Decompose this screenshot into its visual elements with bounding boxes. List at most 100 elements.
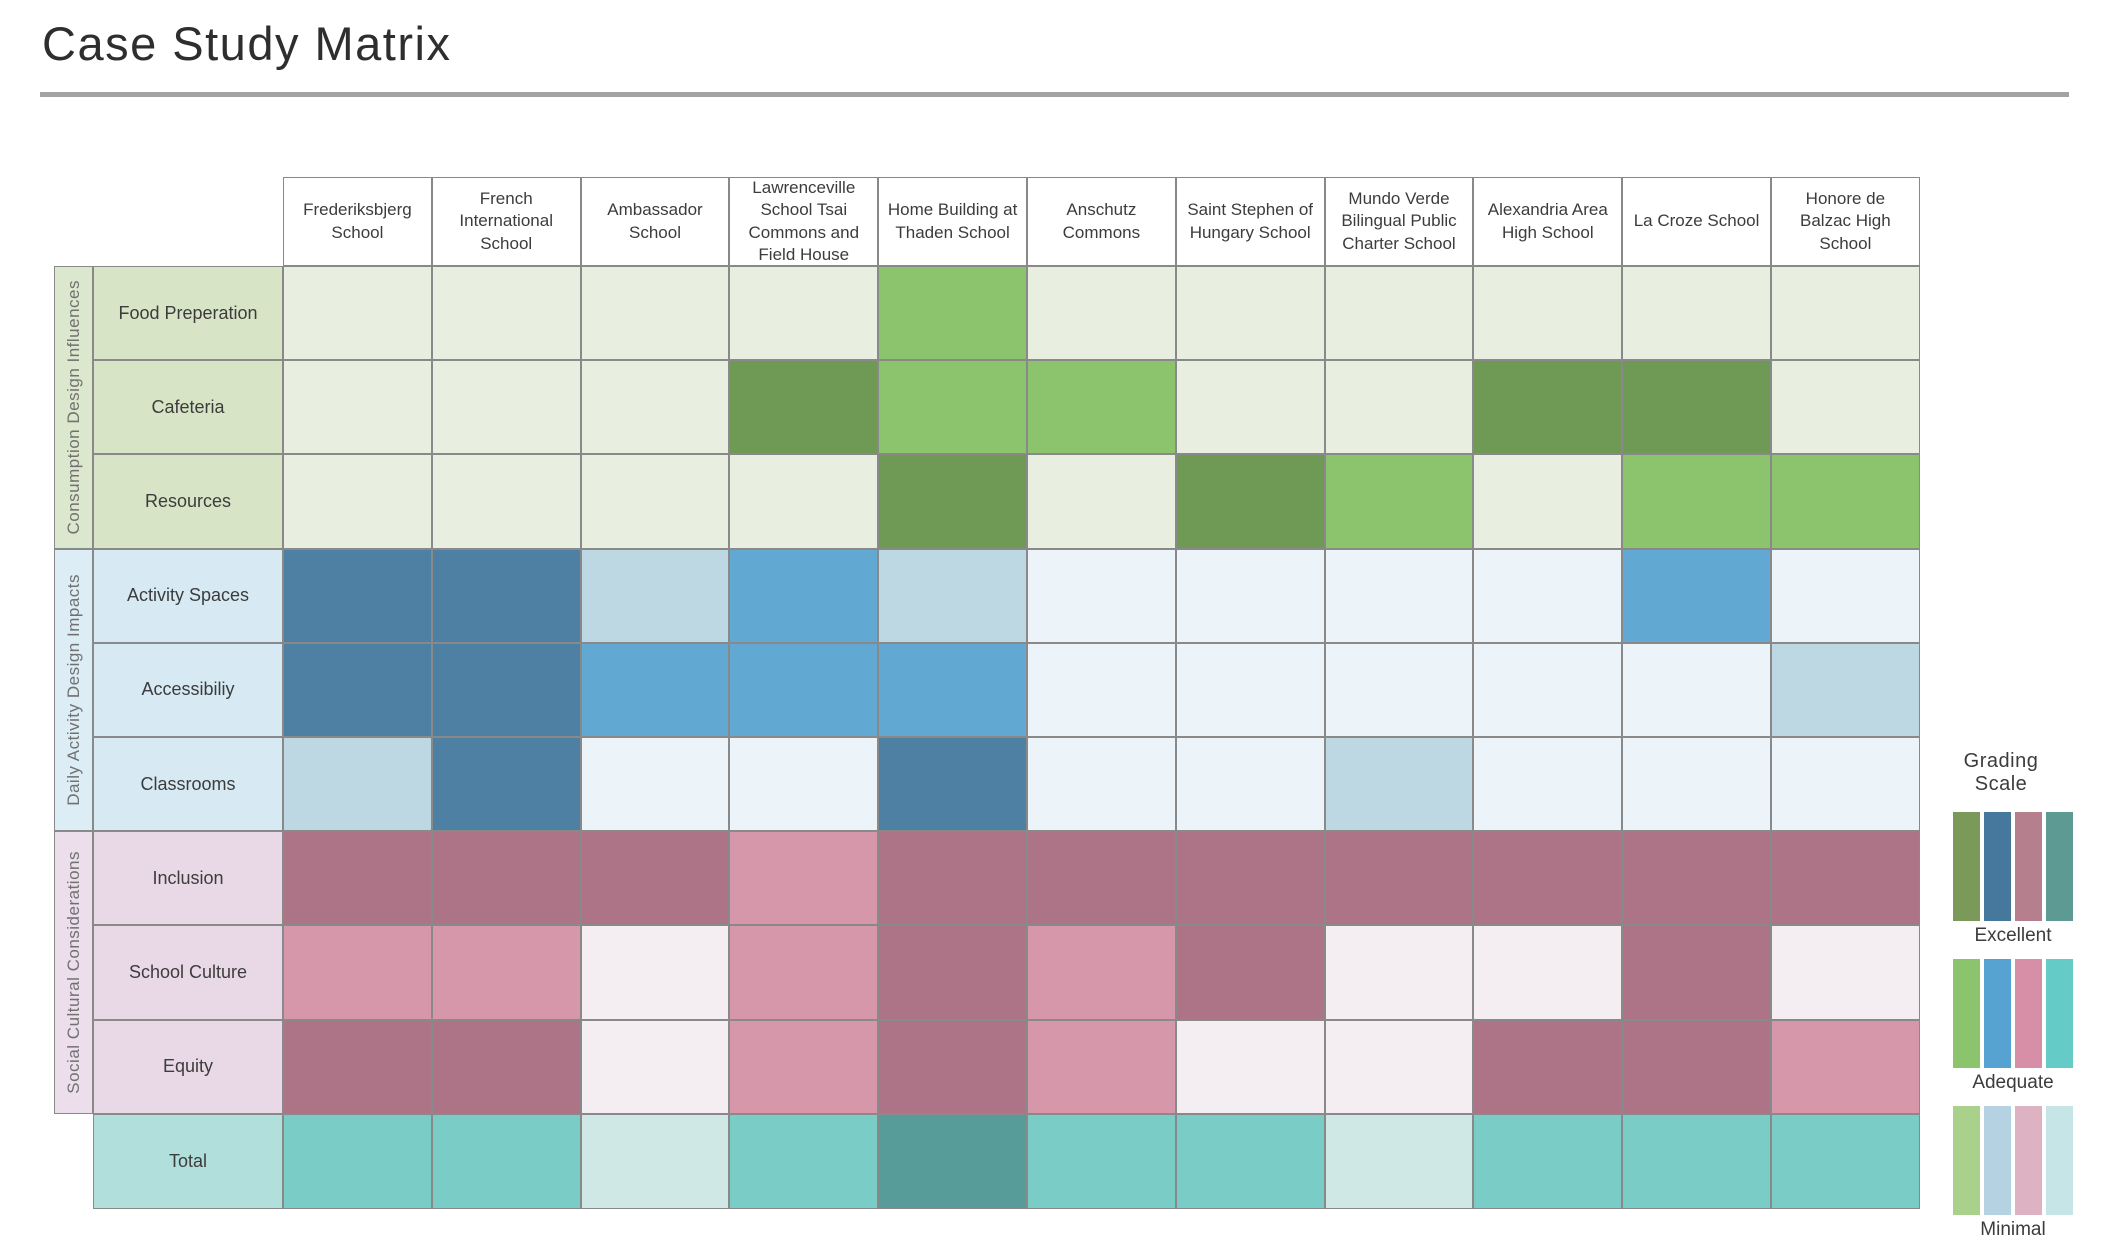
matrix-cell bbox=[580, 1019, 730, 1114]
legend-swatch bbox=[1984, 959, 2011, 1068]
matrix-cell bbox=[283, 736, 432, 832]
column-header: Anschutz Commons bbox=[1026, 177, 1176, 266]
title-divider bbox=[40, 92, 2069, 97]
matrix-cell bbox=[1175, 1113, 1325, 1209]
matrix-cell bbox=[1622, 925, 1771, 1020]
matrix-cell bbox=[1473, 831, 1623, 926]
matrix-cell bbox=[1770, 360, 1920, 455]
matrix-cell bbox=[1324, 266, 1474, 361]
matrix-cell bbox=[729, 925, 879, 1020]
matrix-cell bbox=[1175, 736, 1325, 832]
matrix-cell bbox=[1026, 454, 1176, 549]
grading-scale-legend: Grading Scale Excellent Adequate Minimal bbox=[1937, 750, 2087, 1253]
column-header: Home Building at Thaden School bbox=[878, 177, 1027, 266]
matrix-cell bbox=[283, 266, 432, 361]
matrix-cell bbox=[729, 360, 879, 455]
matrix-cell bbox=[878, 1113, 1027, 1209]
matrix-cell bbox=[1622, 266, 1771, 361]
matrix-cell bbox=[878, 642, 1027, 737]
row-label: Activity Spaces bbox=[93, 548, 283, 643]
matrix-cell bbox=[580, 925, 730, 1020]
legend-swatch bbox=[1984, 812, 2011, 921]
row-label: Total bbox=[93, 1113, 283, 1209]
matrix-cell bbox=[1473, 1019, 1623, 1114]
row-label: Cafeteria bbox=[93, 360, 283, 455]
legend-swatch bbox=[2046, 1106, 2073, 1215]
matrix-cell bbox=[1770, 548, 1920, 643]
row-label: Resources bbox=[93, 454, 283, 549]
matrix-cell bbox=[1175, 454, 1325, 549]
matrix-cell bbox=[878, 831, 1027, 926]
matrix-cell bbox=[1324, 548, 1474, 643]
legend-level-label: Adequate bbox=[1972, 1072, 2054, 1093]
matrix-cell bbox=[283, 831, 432, 926]
group-label: Daily Activity Design Impacts bbox=[54, 548, 93, 832]
matrix-cell bbox=[878, 736, 1027, 832]
row-label: School Culture bbox=[93, 925, 283, 1020]
matrix-cell bbox=[1622, 831, 1771, 926]
matrix-cell bbox=[1026, 642, 1176, 737]
matrix-cell bbox=[1026, 548, 1176, 643]
group-label-text: Daily Activity Design Impacts bbox=[63, 573, 83, 806]
legend-swatch bbox=[2015, 959, 2042, 1068]
matrix-cell bbox=[431, 925, 581, 1020]
row-label: Accessibiliy bbox=[93, 642, 283, 737]
matrix-cell bbox=[283, 1019, 432, 1114]
matrix-cell bbox=[283, 925, 432, 1020]
legend-swatch bbox=[1953, 959, 1980, 1068]
matrix-cell bbox=[1770, 266, 1920, 361]
matrix-cell bbox=[1622, 736, 1771, 832]
legend-level-label: Excellent bbox=[1974, 925, 2052, 946]
column-header: La Croze School bbox=[1622, 177, 1771, 266]
matrix-cell bbox=[1026, 831, 1176, 926]
group-label: Social Cultural Considerations bbox=[54, 831, 93, 1114]
matrix-cell bbox=[729, 266, 879, 361]
matrix-cell bbox=[1770, 1019, 1920, 1114]
matrix-cell bbox=[1026, 736, 1176, 832]
legend-swatch bbox=[2046, 959, 2073, 1068]
matrix-cell bbox=[580, 1113, 730, 1209]
matrix-cell bbox=[1324, 831, 1474, 926]
matrix-cell bbox=[1175, 548, 1325, 643]
legend-swatch bbox=[1984, 1106, 2011, 1215]
matrix-cell bbox=[1026, 266, 1176, 361]
matrix-cell bbox=[1324, 1113, 1474, 1209]
matrix-cell bbox=[283, 454, 432, 549]
matrix-cell bbox=[1473, 360, 1623, 455]
matrix-cell bbox=[431, 831, 581, 926]
matrix-cell bbox=[878, 925, 1027, 1020]
legend-swatch bbox=[2015, 812, 2042, 921]
matrix-cell bbox=[729, 1019, 879, 1114]
matrix-cell bbox=[1770, 736, 1920, 832]
column-header: Lawrenceville School Tsai Commons and Fi… bbox=[729, 177, 879, 266]
matrix-cell bbox=[1473, 266, 1623, 361]
matrix-cell bbox=[431, 266, 581, 361]
matrix-cell bbox=[1473, 925, 1623, 1020]
matrix-cell bbox=[1622, 454, 1771, 549]
matrix-cell bbox=[1175, 266, 1325, 361]
legend-swatch bbox=[1953, 1106, 1980, 1215]
column-header: Mundo Verde Bilingual Public Charter Sch… bbox=[1324, 177, 1474, 266]
page-title: Case Study Matrix bbox=[42, 17, 452, 70]
legend-title: Grading Scale bbox=[1963, 750, 2039, 795]
matrix-cell bbox=[878, 1019, 1027, 1114]
matrix-cell bbox=[1175, 925, 1325, 1020]
matrix-cell bbox=[1622, 1113, 1771, 1209]
matrix-cell bbox=[1026, 360, 1176, 455]
matrix-cell bbox=[580, 454, 730, 549]
matrix-cell bbox=[1770, 1113, 1920, 1209]
matrix-cell bbox=[1026, 1019, 1176, 1114]
matrix-cell bbox=[580, 266, 730, 361]
matrix-cell bbox=[1175, 360, 1325, 455]
matrix-cell bbox=[283, 1113, 432, 1209]
matrix-cell bbox=[1473, 548, 1623, 643]
case-study-matrix: Frederiksbjerg School French Internationa… bbox=[54, 177, 1920, 1209]
row-label: Inclusion bbox=[93, 831, 283, 926]
matrix-cell bbox=[1770, 925, 1920, 1020]
matrix-cell bbox=[580, 360, 730, 455]
legend-swatch-row bbox=[1953, 959, 2087, 1068]
matrix-cell bbox=[1026, 925, 1176, 1020]
matrix-cell bbox=[1473, 736, 1623, 832]
matrix-cell bbox=[729, 454, 879, 549]
matrix-cell bbox=[1770, 454, 1920, 549]
